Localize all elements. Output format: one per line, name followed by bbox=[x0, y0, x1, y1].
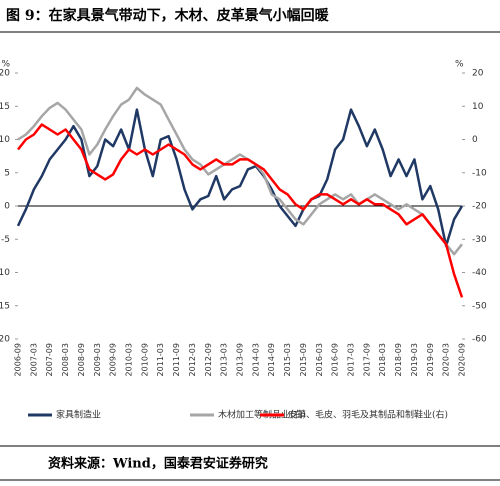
y2-tick-label: -40 bbox=[472, 268, 487, 278]
x-tick-label: 2020-03 bbox=[442, 343, 451, 376]
legend-label: 家具制造业 bbox=[56, 409, 101, 421]
y2-tick-label: -20 bbox=[472, 202, 487, 212]
y-tick-label: 5 bbox=[4, 168, 10, 178]
y2-tick-label: 10 bbox=[472, 102, 484, 112]
x-tick-label: 2016-09 bbox=[331, 343, 340, 376]
x-tick-label: 2013-03 bbox=[220, 343, 229, 376]
x-tick-label: 2018-09 bbox=[394, 343, 403, 376]
x-tick-label: 2015-03 bbox=[283, 343, 292, 376]
y-unit: % bbox=[1, 60, 10, 70]
x-tick-label: 2019-03 bbox=[410, 343, 419, 376]
y-tick-label: -20 bbox=[0, 335, 10, 345]
x-tick-label: 2007-09 bbox=[45, 343, 54, 376]
chart-title: 图 9：在家具景气带动下，木材、皮革景气小幅回暖 bbox=[6, 7, 330, 24]
y2-tick-label: -60 bbox=[472, 335, 487, 345]
x-tick-label: 2011-09 bbox=[172, 343, 181, 376]
y2-tick-label: 20 bbox=[472, 69, 484, 79]
x-tick-label: 2013-09 bbox=[236, 343, 245, 376]
y-tick-label: -10 bbox=[0, 268, 10, 278]
x-tick-label: 2017-09 bbox=[362, 343, 371, 376]
series-line bbox=[16, 108, 464, 248]
y-tick-label: 20 bbox=[0, 69, 10, 79]
source: 资料来源：Wind，国泰君安证券研究 bbox=[48, 456, 268, 472]
y-tick-label: 15 bbox=[0, 102, 10, 112]
y2-tick-label: -10 bbox=[472, 168, 487, 178]
y2-tick-label: 0 bbox=[472, 135, 478, 145]
x-tick-label: 2006-09 bbox=[14, 343, 23, 376]
series-line bbox=[17, 86, 463, 256]
x-tick-label: 2016-03 bbox=[315, 343, 324, 376]
y-tick-label: -15 bbox=[0, 301, 10, 311]
legend-label: 皮革、毛皮、羽毛及其制品和制鞋业(右) bbox=[288, 409, 448, 421]
x-tick-label: 2015-09 bbox=[299, 343, 308, 376]
x-tick-label: 2020-09 bbox=[458, 343, 467, 376]
x-tick-label: 2014-09 bbox=[267, 343, 276, 376]
y-tick-label: 0 bbox=[4, 202, 10, 212]
x-tick-label: 2010-09 bbox=[140, 343, 149, 376]
y-tick-label: 10 bbox=[0, 135, 10, 145]
x-tick-label: 2010-03 bbox=[125, 343, 134, 376]
series-line bbox=[17, 123, 464, 298]
x-tick-label: 2009-09 bbox=[109, 343, 118, 376]
x-tick-label: 2019-09 bbox=[426, 343, 435, 376]
y2-tick-label: -50 bbox=[472, 301, 487, 311]
x-tick-label: 2012-09 bbox=[204, 343, 213, 376]
x-tick-label: 2009-03 bbox=[93, 343, 102, 376]
x-tick-label: 2011-03 bbox=[156, 343, 165, 376]
x-tick-label: 2018-03 bbox=[378, 343, 387, 376]
x-tick-label: 2008-09 bbox=[77, 343, 86, 376]
x-tick-label: 2014-03 bbox=[251, 343, 260, 376]
x-tick-label: 2008-03 bbox=[61, 343, 70, 376]
x-tick-label: 2012-03 bbox=[188, 343, 197, 376]
y2-tick-label: -30 bbox=[472, 235, 487, 245]
x-tick-label: 2017-03 bbox=[347, 343, 356, 376]
y2-unit: % bbox=[455, 60, 464, 70]
y-tick-label: -5 bbox=[1, 235, 10, 245]
x-tick-label: 2007-03 bbox=[29, 343, 38, 376]
